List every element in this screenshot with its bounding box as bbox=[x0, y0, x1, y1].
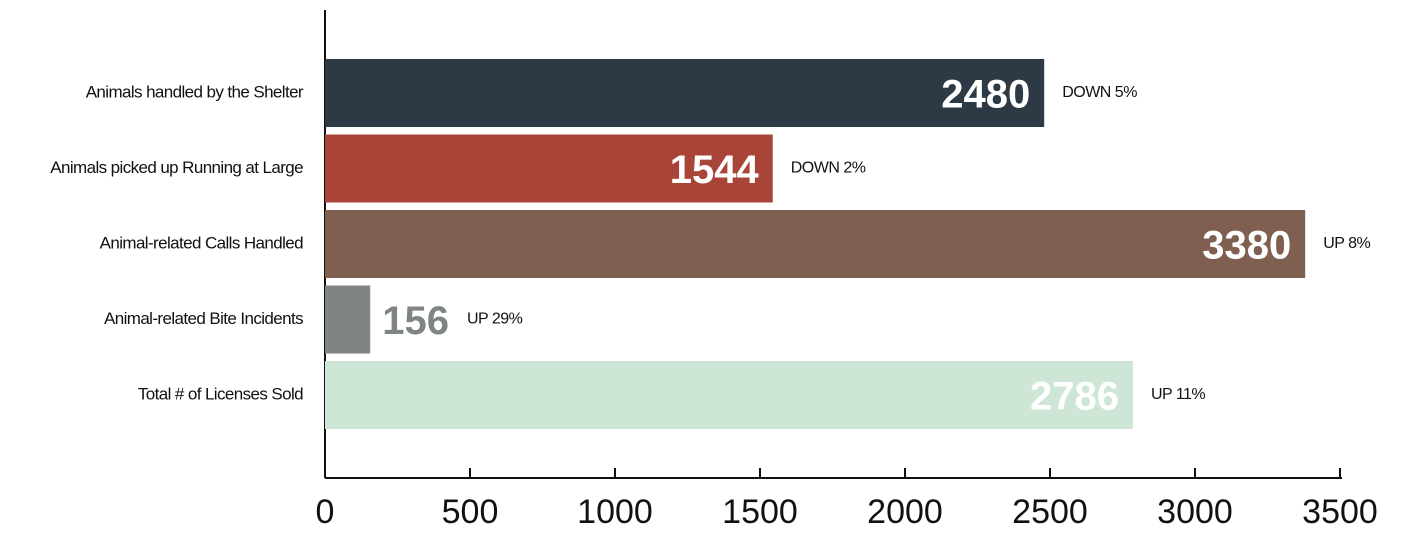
bar bbox=[325, 59, 1045, 127]
x-tick-label: 2500 bbox=[1012, 493, 1088, 531]
x-tick-label: 1000 bbox=[577, 493, 653, 531]
bar bbox=[325, 210, 1306, 278]
bar bbox=[325, 134, 773, 203]
category-label: Total # of Licenses Sold bbox=[138, 384, 303, 403]
bar bbox=[325, 361, 1133, 429]
x-tick-label: 1500 bbox=[722, 493, 798, 531]
category-label: Animal-related Calls Handled bbox=[100, 233, 304, 252]
value-label: 2786 bbox=[1030, 375, 1119, 419]
x-tick-label: 500 bbox=[442, 493, 499, 531]
annotation: UP 8% bbox=[1323, 235, 1370, 252]
annotation: DOWN 5% bbox=[1062, 84, 1137, 101]
bar bbox=[325, 285, 371, 354]
x-tick-label: 0 bbox=[316, 493, 335, 531]
value-label: 2480 bbox=[941, 73, 1030, 117]
annotation: UP 29% bbox=[467, 311, 523, 328]
value-label: 3380 bbox=[1202, 224, 1291, 268]
x-tick-label: 3500 bbox=[1302, 493, 1378, 531]
category-label: Animals handled by the Shelter bbox=[86, 82, 304, 101]
x-tick-label: 3000 bbox=[1157, 493, 1233, 531]
x-tick-label: 2000 bbox=[867, 493, 943, 531]
category-label: Animals picked up Running at Large bbox=[50, 158, 303, 177]
category-label: Animal-related Bite Incidents bbox=[104, 309, 303, 328]
value-label: 1544 bbox=[670, 148, 760, 192]
value-label: 156 bbox=[382, 299, 449, 343]
annotation: UP 11% bbox=[1151, 386, 1205, 403]
annotation: DOWN 2% bbox=[791, 160, 866, 177]
